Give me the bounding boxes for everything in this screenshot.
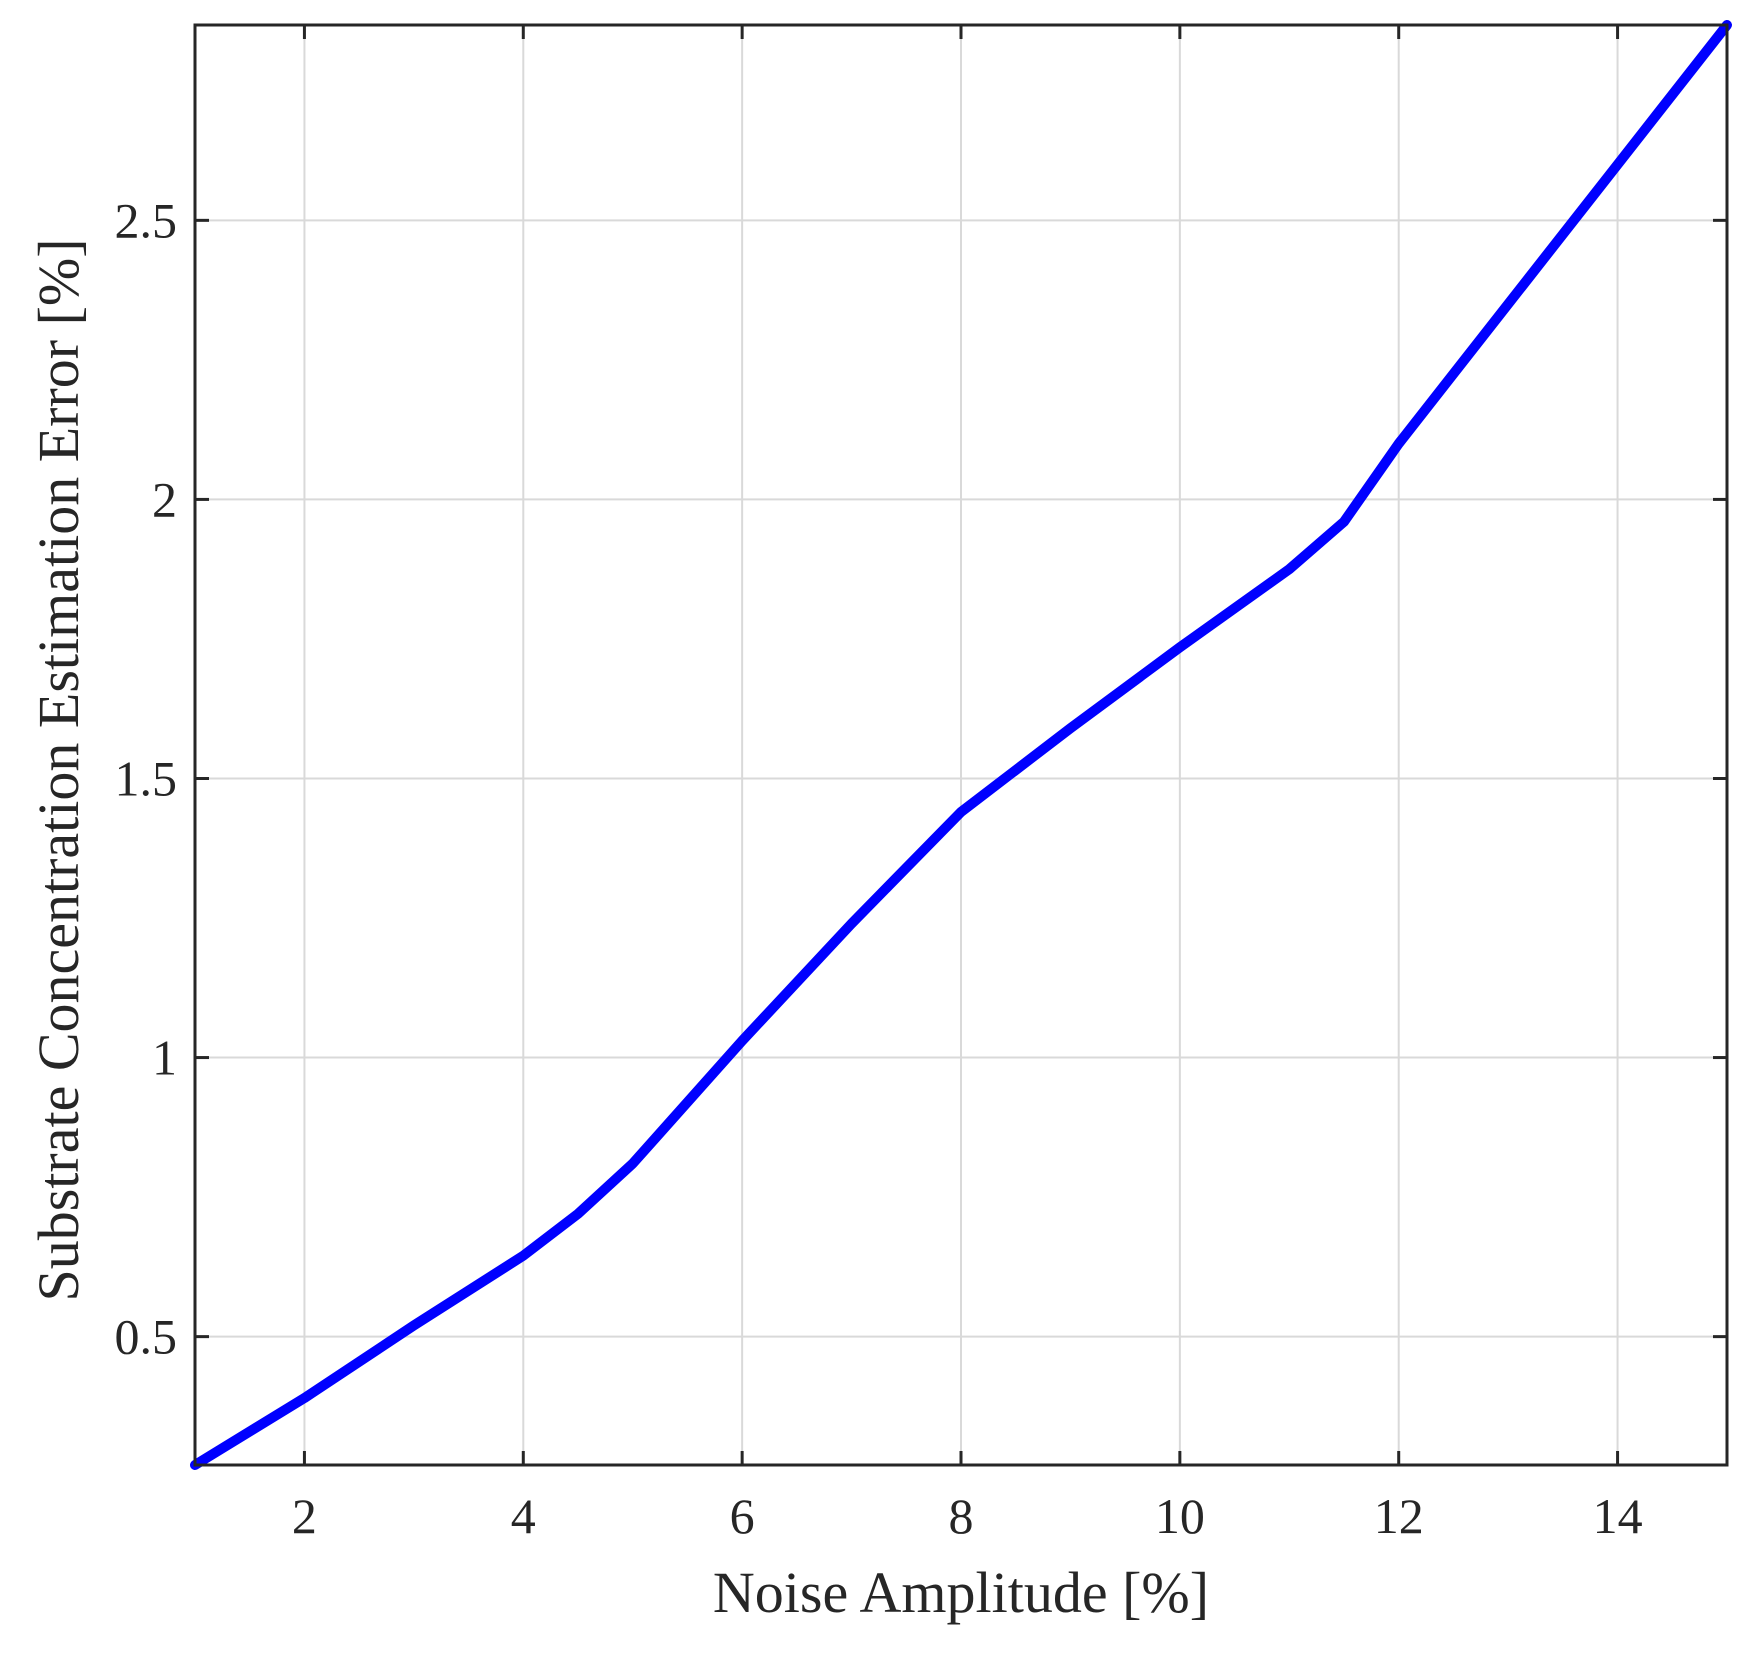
x-tick-label: 8: [949, 1488, 974, 1544]
y-tick-label: 2: [152, 471, 177, 527]
x-tick-label: 2: [292, 1488, 317, 1544]
y-tick-label: 2.5: [115, 192, 178, 248]
axis-ticks: 2 4 6 8 10 12 14 0.5 1 1.5 2 2.5: [115, 25, 1727, 1544]
x-axis-label: Noise Amplitude [%]: [713, 1560, 1209, 1625]
y-tick-label: 0.5: [115, 1309, 178, 1365]
x-tick-label: 14: [1593, 1488, 1643, 1544]
series-layer: [190, 20, 1732, 1470]
y-tick-label: 1.5: [115, 750, 178, 806]
series-line: [190, 20, 1732, 1470]
x-tick-label: 4: [511, 1488, 536, 1544]
y-axis-label: Substrate Concentration Estimation Error…: [26, 238, 91, 1301]
x-tick-label: 10: [1155, 1488, 1205, 1544]
grid: [195, 25, 1727, 1465]
y-tick-label: 1: [152, 1030, 177, 1086]
x-tick-label: 12: [1374, 1488, 1424, 1544]
x-tick-label: 6: [730, 1488, 755, 1544]
